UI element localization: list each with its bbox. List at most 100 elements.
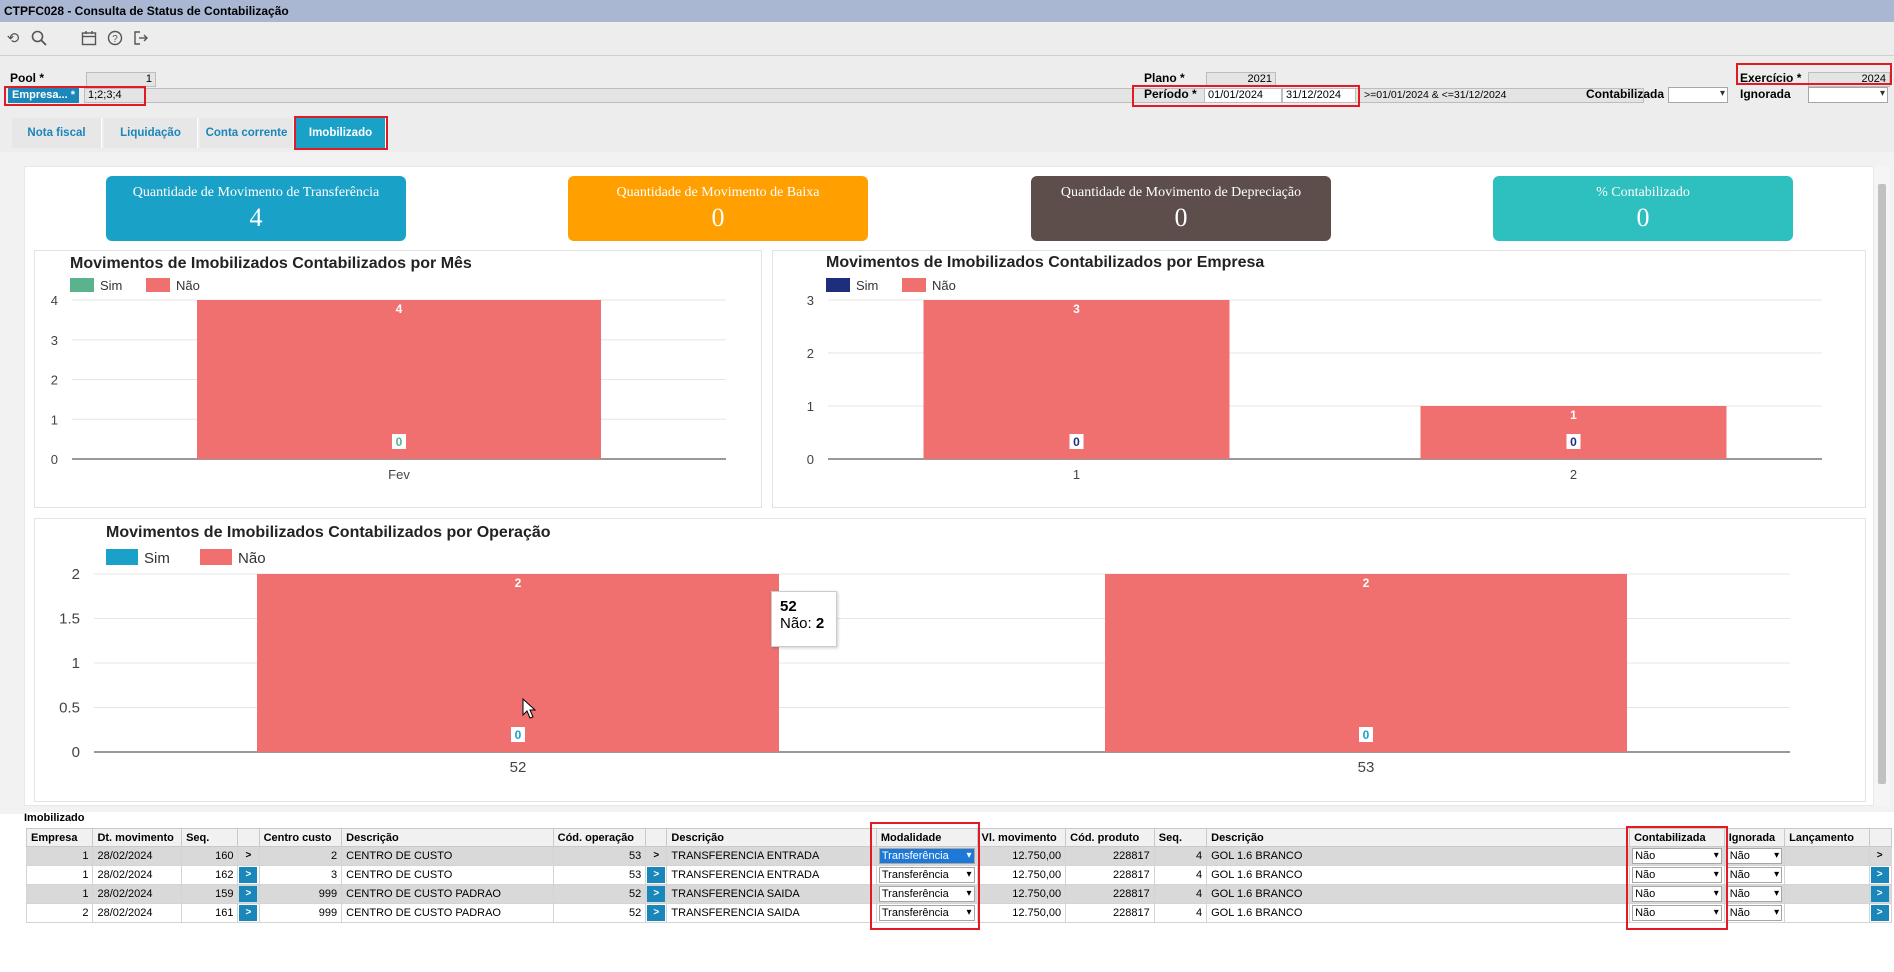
contabilizada-select[interactable]: Não	[1632, 886, 1722, 902]
scrollbar-thumb[interactable]	[1878, 184, 1886, 784]
chart-legend-operacao[interactable]: Sim Não	[106, 549, 266, 567]
open-seq-button[interactable]: >	[239, 867, 258, 883]
open-lancamento-button-cell: >	[1868, 846, 1893, 866]
contabilizada-select[interactable]	[1668, 87, 1728, 103]
contabilizada-select[interactable]: Não	[1632, 848, 1722, 864]
column-header[interactable]: Seq.	[1153, 828, 1208, 847]
column-header[interactable]: Ignorada	[1723, 828, 1786, 847]
modalidade-select[interactable]: Transferência	[878, 848, 975, 864]
tab-imobilizado[interactable]: Imobilizado	[296, 118, 386, 148]
bar-sim[interactable]	[1566, 434, 1581, 449]
open-seq-button-cell: >	[237, 865, 260, 885]
open-lancamento-button[interactable]: >	[1870, 886, 1889, 902]
open-seq-button[interactable]: >	[239, 905, 258, 921]
column-header[interactable]: Contabilizada	[1629, 828, 1725, 847]
column-header[interactable]: Descrição	[1206, 828, 1631, 847]
seq-cell: 162	[181, 865, 239, 885]
ignorada-select[interactable]	[1808, 87, 1888, 103]
pool-field[interactable]: 1	[86, 72, 156, 87]
column-header[interactable]: Centro custo	[258, 828, 343, 847]
bar-nao[interactable]	[1105, 574, 1627, 752]
chart-legend-empresa[interactable]: Sim Não	[826, 278, 956, 293]
bar-sim[interactable]	[392, 434, 406, 449]
modalidade-select[interactable]: Transferência	[878, 905, 975, 921]
ignorada-select[interactable]: Não	[1726, 905, 1783, 921]
column-header[interactable]	[645, 828, 668, 847]
column-header[interactable]	[1868, 828, 1893, 847]
bar-sim[interactable]	[1359, 727, 1373, 742]
open-lancamento-button[interactable]: >	[1876, 850, 1883, 861]
search-icon[interactable]	[30, 30, 48, 48]
open-operacao-button[interactable]: >	[647, 886, 666, 902]
modalidade-select[interactable]: Transferência	[878, 886, 975, 902]
open-seq-button[interactable]: >	[245, 850, 252, 861]
centro-custo-descricao-cell: CENTRO DE CUSTO	[341, 846, 554, 866]
periodo-from-field[interactable]: 01/01/2024	[1204, 88, 1282, 103]
open-operacao-button[interactable]: >	[647, 905, 666, 921]
column-header[interactable]: Lançamento	[1784, 828, 1870, 847]
tab-bar: Nota fiscal Liquidação Conta corrente Im…	[0, 112, 1894, 152]
dashboard-scrollbar[interactable]	[1874, 166, 1890, 806]
column-header[interactable]: Modalidade	[875, 828, 978, 847]
periodo-label: Período *	[1144, 87, 1197, 101]
table-row[interactable]: 1 28/02/2024 162 >3 CENTRO DE CUSTO 53 > TRANSF…	[25, 865, 1893, 885]
refresh-icon[interactable]: ⟲	[6, 30, 20, 47]
data-label-nao: 1	[1570, 408, 1577, 422]
column-header[interactable]: Descrição	[341, 828, 554, 847]
column-header[interactable]: Vl. movimento	[976, 828, 1067, 847]
table-row[interactable]: 1 28/02/2024 159 >999 CENTRO DE CUSTO PADRAO…	[25, 884, 1893, 904]
column-header[interactable]: Cód. produto	[1065, 828, 1155, 847]
contabilizada-label: Contabilizada	[1586, 87, 1665, 101]
periodo-to-field[interactable]: 31/12/2024	[1282, 88, 1356, 103]
column-header[interactable]: Descrição	[666, 828, 877, 847]
produto-descricao-cell: GOL 1.6 BRANCO	[1206, 903, 1631, 923]
open-lancamento-button[interactable]: >	[1870, 867, 1889, 883]
legend-label-sim: Sim	[856, 278, 879, 293]
ignorada-select[interactable]: Não	[1726, 886, 1783, 902]
tab-conta-corrente[interactable]: Conta corrente	[200, 118, 294, 148]
bar-nao[interactable]	[1420, 406, 1727, 459]
tab-liquidacao[interactable]: Liquidação	[104, 118, 198, 148]
modalidade-select[interactable]: Transferência	[878, 867, 975, 883]
column-header[interactable]: Empresa	[25, 828, 94, 847]
plano-field[interactable]: 2021	[1206, 72, 1276, 87]
open-lancamento-button[interactable]: >	[1870, 905, 1889, 921]
table-row[interactable]: 1 28/02/2024 160 >2 CENTRO DE CUSTO 53 > TRANSF…	[25, 846, 1893, 866]
open-operacao-button[interactable]: >	[653, 850, 660, 861]
column-header[interactable]	[237, 828, 260, 847]
contabilizada-select[interactable]: Não	[1632, 905, 1722, 921]
data-label-nao: 2	[1363, 576, 1370, 590]
column-header[interactable]: Seq.	[181, 828, 239, 847]
bar-nao[interactable]	[923, 300, 1230, 459]
open-operacao-button[interactable]: >	[647, 867, 666, 883]
chart-legend-mes[interactable]: Sim Não	[70, 278, 200, 293]
bar-nao[interactable]	[257, 574, 779, 752]
exercicio-field[interactable]: 2024	[1808, 72, 1890, 87]
open-seq-button-cell: >	[237, 846, 260, 866]
empresa-lookup-button[interactable]: Empresa... *	[8, 88, 79, 103]
help-icon[interactable]: ?	[106, 30, 124, 48]
seq-cell: 160	[181, 846, 239, 866]
calendar-icon[interactable]	[80, 30, 98, 48]
contabilizada-select[interactable]: Não	[1632, 867, 1722, 883]
seq-produto-cell: 4	[1153, 903, 1208, 923]
column-header[interactable]: Dt. movimento	[92, 828, 183, 847]
filter-panel: Pool * 1 Empresa... * 1;2;3;4 Plano * 20…	[0, 56, 1894, 112]
table-row[interactable]: 2 28/02/2024 161 >999 CENTRO DE CUSTO PADRAO…	[25, 903, 1893, 923]
bar-sim[interactable]	[511, 727, 525, 742]
kpi-label: Quantidade de Movimento de Baixa	[616, 185, 820, 200]
ignorada-select[interactable]: Não	[1726, 848, 1783, 864]
centro-custo-cell: 2	[258, 846, 343, 866]
ignorada-select[interactable]: Não	[1726, 867, 1783, 883]
y-tick-label: 1	[51, 412, 58, 427]
tab-nota-fiscal[interactable]: Nota fiscal	[12, 118, 102, 148]
column-header[interactable]: Cód. operação	[552, 828, 647, 847]
exit-icon[interactable]	[132, 30, 150, 48]
produto-descricao-cell: GOL 1.6 BRANCO	[1206, 884, 1631, 904]
exercicio-label: Exercício *	[1740, 71, 1802, 85]
bar-nao[interactable]	[197, 300, 601, 459]
open-seq-button[interactable]: >	[239, 886, 258, 902]
centro-custo-cell: 999	[258, 903, 343, 923]
mouse-cursor-icon	[522, 698, 537, 719]
bar-sim[interactable]	[1069, 434, 1084, 449]
